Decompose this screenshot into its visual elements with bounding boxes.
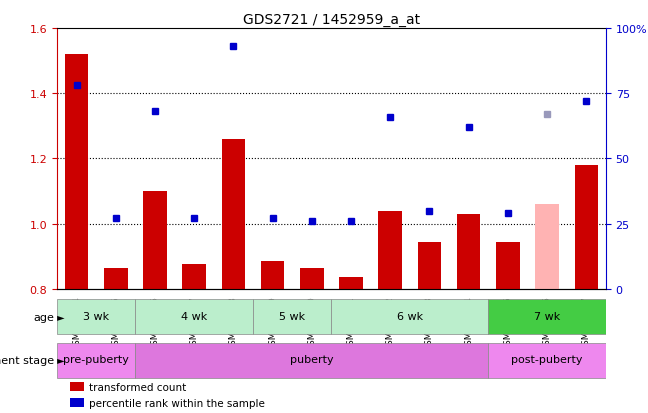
Bar	[489, 299, 606, 335]
Bar	[143, 192, 167, 289]
Bar	[104, 268, 128, 289]
Text: transformed count: transformed count	[89, 382, 187, 392]
Bar	[135, 299, 253, 335]
Text: percentile rank within the sample: percentile rank within the sample	[89, 398, 265, 408]
Bar	[340, 278, 363, 289]
Bar	[418, 242, 441, 289]
Text: age: age	[33, 312, 54, 322]
Bar	[575, 166, 598, 289]
Text: 6 wk: 6 wk	[397, 311, 423, 321]
Text: ►: ►	[54, 355, 64, 366]
Bar	[253, 299, 331, 335]
Text: development stage: development stage	[0, 355, 54, 366]
Text: pre-puberty: pre-puberty	[64, 355, 129, 365]
Bar	[261, 261, 284, 289]
Text: ►: ►	[54, 312, 64, 322]
Bar	[378, 211, 402, 289]
Bar	[535, 204, 559, 289]
Text: post-puberty: post-puberty	[511, 355, 583, 365]
Bar	[135, 343, 489, 378]
Bar	[57, 299, 135, 335]
Bar	[457, 214, 480, 289]
Title: GDS2721 / 1452959_a_at: GDS2721 / 1452959_a_at	[243, 12, 420, 26]
Text: puberty: puberty	[290, 355, 334, 365]
Bar	[222, 140, 245, 289]
Bar	[331, 299, 489, 335]
Bar	[300, 268, 323, 289]
Text: 4 wk: 4 wk	[181, 311, 207, 321]
Bar	[496, 242, 520, 289]
Bar	[183, 265, 206, 289]
Text: 7 wk: 7 wk	[534, 311, 561, 321]
Bar	[65, 55, 88, 289]
Bar	[57, 343, 135, 378]
Text: 3 wk: 3 wk	[83, 311, 110, 321]
Bar	[489, 343, 606, 378]
Text: 5 wk: 5 wk	[279, 311, 305, 321]
